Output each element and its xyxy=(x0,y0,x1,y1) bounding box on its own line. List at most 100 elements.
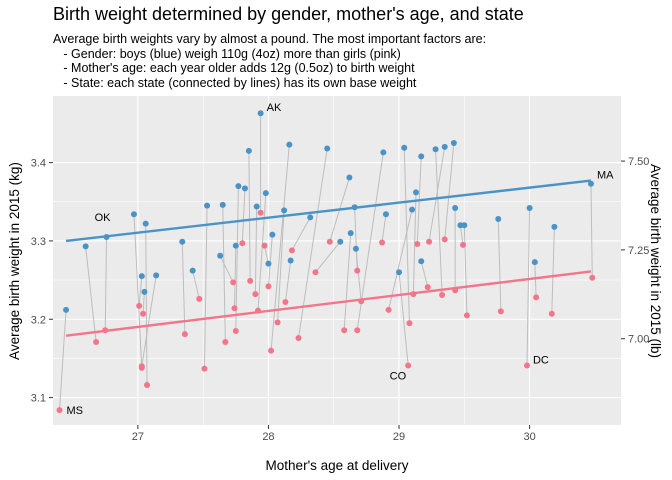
boy-point xyxy=(324,145,331,152)
girl-point xyxy=(56,407,63,414)
boy-point xyxy=(253,203,260,210)
boy-point xyxy=(587,180,594,187)
girl-point xyxy=(255,307,262,314)
girl-point xyxy=(354,267,361,274)
y-axis-title-right: Average birth weight in 2015 (lb) xyxy=(648,164,663,358)
state-connector-line xyxy=(497,218,502,312)
boy-point xyxy=(495,215,502,222)
y2-tick-label: 7.25 xyxy=(628,245,649,257)
state-connector-line xyxy=(534,262,537,298)
girl-point xyxy=(295,335,302,342)
state-connector-line xyxy=(219,255,234,283)
grid-layer xyxy=(53,96,621,425)
state-connector-line xyxy=(459,225,464,245)
boy-point xyxy=(281,207,288,214)
y-tick-label: 3.3 xyxy=(31,236,46,248)
girl-point xyxy=(138,363,145,370)
girl-point xyxy=(533,294,540,301)
boy-point xyxy=(245,147,252,154)
boy-point xyxy=(204,202,211,209)
boy-point xyxy=(409,206,416,213)
y2-tick-label: 7.50 xyxy=(628,156,649,168)
girl-point xyxy=(548,310,555,317)
state-connector-line xyxy=(428,146,446,242)
state-connector-line xyxy=(257,193,267,311)
boy-point xyxy=(235,183,242,190)
state-connector-line xyxy=(267,234,273,287)
state-connector-line xyxy=(248,150,251,281)
x-tick-label: 27 xyxy=(132,431,144,443)
boy-point xyxy=(352,245,359,252)
boy-point xyxy=(337,238,344,245)
boy-point xyxy=(380,149,387,156)
state-connector-line xyxy=(463,225,468,316)
girl-point xyxy=(265,283,272,290)
state-connector-line xyxy=(315,241,341,273)
girl-point xyxy=(230,279,237,286)
boy-point xyxy=(232,242,239,249)
y-tick-label: 3.2 xyxy=(31,314,46,326)
boy-point xyxy=(307,214,314,221)
boy-point xyxy=(450,140,457,146)
boy-point xyxy=(347,230,354,237)
state-label: AK xyxy=(267,102,282,114)
girl-point xyxy=(268,347,275,354)
state-connector-line xyxy=(420,261,429,288)
girl-point xyxy=(463,312,470,319)
state-connector-line xyxy=(142,291,145,314)
boy-point xyxy=(153,272,160,279)
state-connector-line xyxy=(388,209,413,310)
boy-point xyxy=(461,222,468,229)
state-connector-line xyxy=(145,223,148,386)
boy-point xyxy=(189,267,196,274)
plot-panel xyxy=(53,96,621,425)
y2-tick-label: 7.00 xyxy=(628,334,649,346)
girl-point xyxy=(523,362,530,369)
boy-point xyxy=(346,174,353,181)
state-label: MS xyxy=(67,405,84,417)
girl-point xyxy=(239,240,246,247)
boy-point xyxy=(432,146,439,153)
state-connector-line xyxy=(526,208,531,366)
girl-point xyxy=(410,291,417,298)
state-connector-line xyxy=(551,226,555,314)
boy-point xyxy=(551,223,558,230)
girl-point xyxy=(354,327,361,334)
boy-point xyxy=(130,211,137,218)
state-connector-line xyxy=(85,246,97,343)
girl-point xyxy=(312,269,319,276)
state-connector-line xyxy=(343,233,352,331)
girl-point xyxy=(93,338,100,345)
state-connector-line xyxy=(590,183,593,278)
boy-point xyxy=(262,190,269,197)
state-connector-line xyxy=(277,210,285,323)
girl-point xyxy=(181,331,188,338)
chart-subtitle: Average birth weights vary by almost a p… xyxy=(53,32,486,90)
girl-point xyxy=(274,319,281,326)
state-connector-line xyxy=(138,276,143,306)
girl-point xyxy=(379,239,386,246)
girl-point xyxy=(222,338,229,345)
boy-point xyxy=(241,185,248,192)
boy-point xyxy=(219,201,226,208)
state-label: OK xyxy=(95,212,112,224)
girl-point xyxy=(288,247,295,254)
subtitle-line: - Mother's age: each year older adds 12g… xyxy=(53,61,415,75)
girl-point xyxy=(136,302,143,309)
boy-point xyxy=(382,211,389,218)
state-connector-line xyxy=(381,214,387,243)
point-layer xyxy=(56,110,596,414)
boy-point xyxy=(526,205,533,212)
state-connector-line xyxy=(435,149,443,295)
girl-point xyxy=(358,298,365,305)
girl-point xyxy=(282,299,289,306)
girl-point xyxy=(140,310,147,317)
girl-point xyxy=(414,241,421,248)
trend-line xyxy=(65,270,592,337)
girl-point xyxy=(232,328,239,334)
girl-point xyxy=(231,305,238,312)
boy-point xyxy=(418,258,425,265)
boy-point xyxy=(142,220,149,227)
boy-point xyxy=(179,238,186,245)
boy-point xyxy=(418,153,425,160)
